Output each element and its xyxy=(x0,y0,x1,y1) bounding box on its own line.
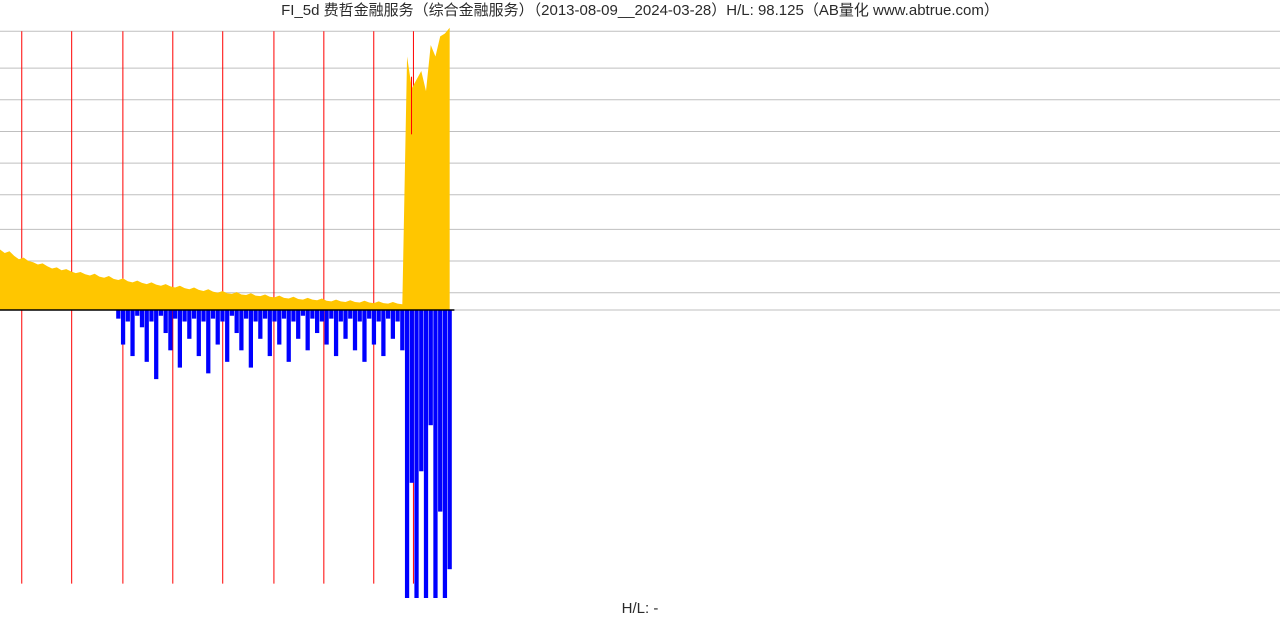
horizontal-gridlines xyxy=(0,31,1280,310)
down-bars xyxy=(116,310,452,598)
up-area xyxy=(0,28,450,310)
chart-plot xyxy=(0,22,1280,598)
chart-title: FI_5d 费哲金融服务（综合金融服务）（2013-08-09__2024-03… xyxy=(0,0,1280,22)
chart-footer: H/L: - xyxy=(0,598,1280,620)
